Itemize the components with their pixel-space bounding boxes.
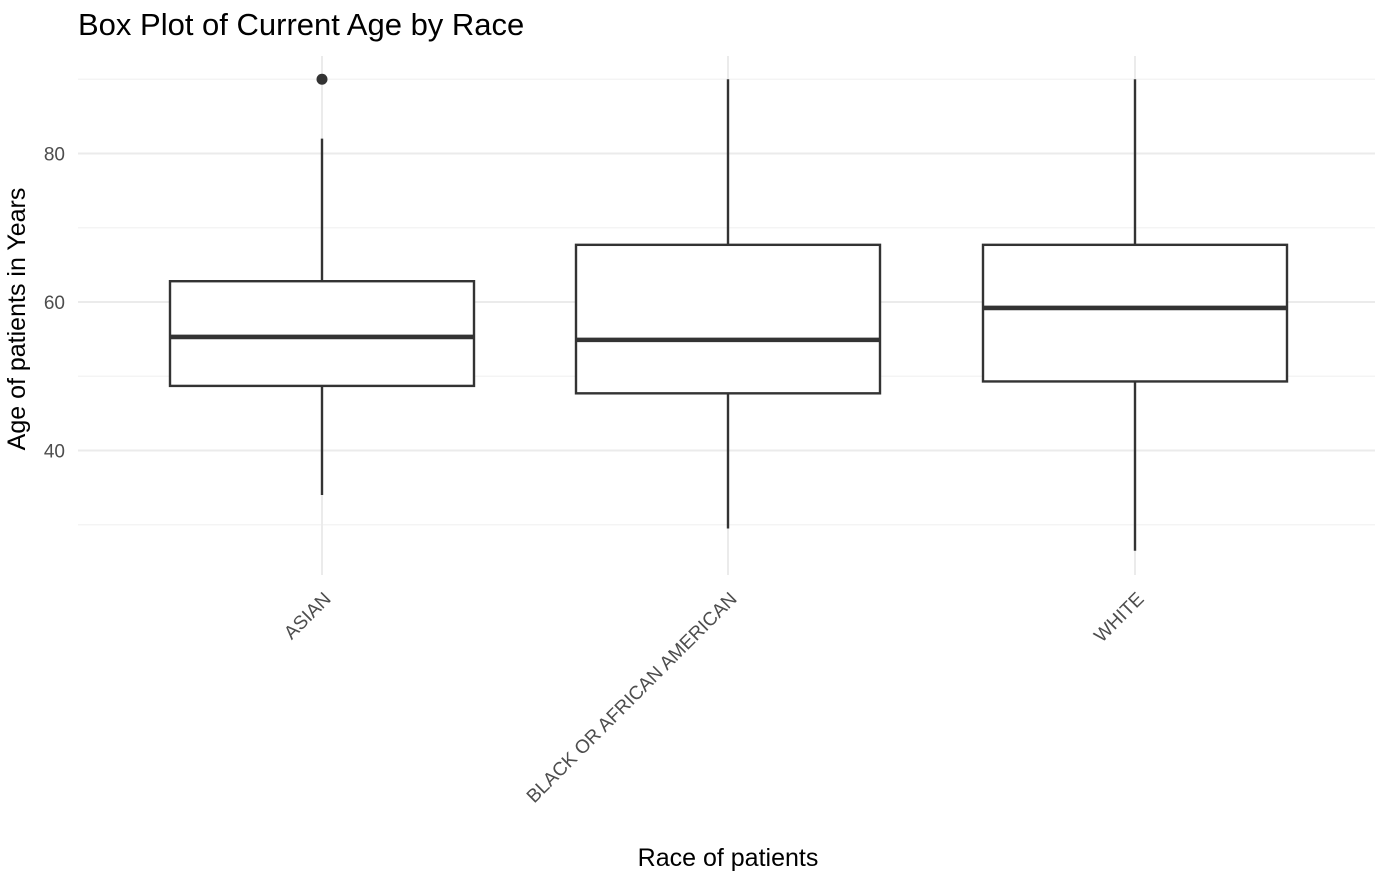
x-axis-label: Race of patients xyxy=(638,844,819,872)
iqr-box xyxy=(574,243,882,395)
box-group xyxy=(168,73,476,496)
outlier-point xyxy=(316,73,328,85)
x-tick-label: ASIAN xyxy=(280,589,335,644)
y-tick-label: 60 xyxy=(44,293,65,314)
x-tick-label: WHITE xyxy=(1090,589,1148,647)
box-group xyxy=(981,79,1289,551)
chart-title: Box Plot of Current Age by Race xyxy=(78,7,524,42)
x-tick-label: BLACK OR AFRICAN AMERICAN xyxy=(523,589,742,808)
x-axis-ticks: ASIAN BLACK OR AFRICAN AMERICAN WHITE xyxy=(280,589,1148,808)
iqr-box xyxy=(981,243,1289,383)
y-axis-ticks: 40 60 80 xyxy=(44,145,65,463)
y-tick-label: 40 xyxy=(44,442,65,463)
y-tick-label: 80 xyxy=(44,145,65,166)
box-group xyxy=(574,79,882,529)
iqr-box xyxy=(168,280,476,388)
box-plot-series xyxy=(168,73,1289,551)
y-axis-label: Age of patients in Years xyxy=(3,188,31,451)
